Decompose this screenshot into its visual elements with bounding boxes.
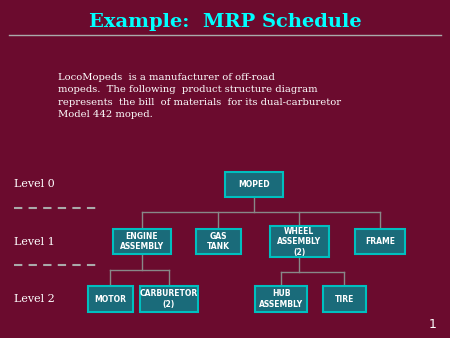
Text: ENGINE
ASSEMBLY: ENGINE ASSEMBLY [120,232,164,251]
Text: TIRE: TIRE [334,295,354,304]
FancyBboxPatch shape [196,229,241,255]
FancyBboxPatch shape [225,172,284,197]
FancyBboxPatch shape [356,229,405,255]
Text: FRAME: FRAME [365,237,395,246]
FancyBboxPatch shape [270,226,328,257]
Text: LocoMopeds  is a manufacturer of off-road
mopeds.  The following  product struct: LocoMopeds is a manufacturer of off-road… [58,73,342,119]
Text: Level 0: Level 0 [14,179,54,189]
FancyBboxPatch shape [256,286,307,312]
FancyBboxPatch shape [140,286,198,312]
Text: Level 1: Level 1 [14,237,54,247]
Text: MOTOR: MOTOR [94,295,126,304]
FancyBboxPatch shape [323,286,365,312]
Text: HUB
ASSEMBLY: HUB ASSEMBLY [259,289,303,309]
FancyBboxPatch shape [112,229,171,255]
Text: GAS
TANK: GAS TANK [207,232,230,251]
Text: 1: 1 [428,318,436,331]
Text: WHEEL
ASSEMBLY
(2): WHEEL ASSEMBLY (2) [277,227,321,257]
FancyBboxPatch shape [88,286,133,312]
Text: Example:  MRP Schedule: Example: MRP Schedule [89,13,361,31]
Text: Level 2: Level 2 [14,294,54,304]
Text: CARBURETOR
(2): CARBURETOR (2) [140,289,198,309]
Text: MOPED: MOPED [238,180,270,189]
